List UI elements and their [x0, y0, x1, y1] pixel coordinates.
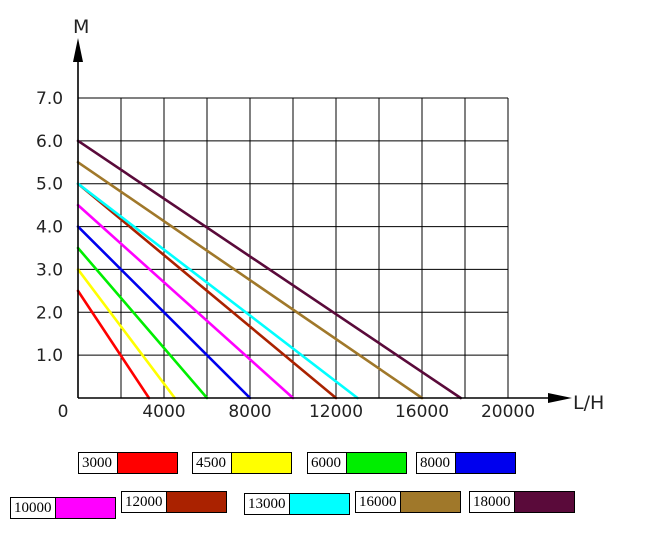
legend-swatch: [347, 452, 407, 474]
y-axis-label: M: [73, 16, 89, 38]
legend-label: 10000: [10, 497, 56, 519]
legend-label: 3000: [78, 452, 118, 474]
legend-item-18000: 18000: [469, 491, 575, 513]
legend-label: 6000: [307, 452, 347, 474]
y-axis-arrow: [73, 38, 83, 62]
tick-labels: 1.0 2.0 3.0 4.0 5.0 6.0 7.0 0 4000 8000 12000 16000…: [36, 89, 535, 422]
series-line-3000: [76, 289, 151, 400]
legend-item-8000: 8000: [416, 452, 516, 474]
y-tick-label: 7.0: [36, 89, 63, 109]
series-lines: [76, 139, 463, 400]
x-tick-label: 8000: [228, 402, 271, 422]
legend-item-10000: 10000: [10, 497, 116, 519]
series-line-13000: [76, 182, 359, 400]
legend-swatch: [514, 491, 575, 513]
series-line-8000: [76, 225, 252, 400]
y-tick-label: 6.0: [36, 132, 63, 152]
legend-label: 13000: [244, 493, 290, 515]
legend-item-6000: 6000: [307, 452, 407, 474]
x-tick-label: 4000: [142, 402, 185, 422]
series-line-16000: [76, 160, 424, 400]
legend-item-16000: 16000: [355, 491, 461, 513]
x-tick-label: 12000: [309, 402, 363, 422]
series-line-4500: [76, 268, 177, 400]
series-line-10000: [76, 203, 295, 400]
x-tick-label: 16000: [395, 402, 449, 422]
y-tick-label: 1.0: [36, 346, 63, 366]
legend-swatch: [166, 491, 227, 513]
y-tick-label: 3.0: [36, 260, 63, 280]
series-line-6000: [76, 246, 209, 400]
y-tick-label: 4.0: [36, 218, 63, 238]
axes: [73, 38, 572, 403]
legend-swatch: [400, 491, 461, 513]
legend-item-3000: 3000: [78, 452, 178, 474]
y-tick-label: 5.0: [36, 175, 63, 195]
legend-label: 4500: [192, 452, 232, 474]
series-line-12000: [76, 182, 338, 400]
x-tick-label: 0: [58, 402, 69, 422]
pump-curve-chart: 1.0 2.0 3.0 4.0 5.0 6.0 7.0 0 4000 8000 12000 16000…: [36, 16, 604, 422]
legend-label: 18000: [469, 491, 515, 513]
legend-swatch: [118, 452, 178, 474]
legend-label: 8000: [416, 452, 456, 474]
legend-item-4500: 4500: [192, 452, 292, 474]
legend-swatch: [456, 452, 516, 474]
y-tick-label: 2.0: [36, 303, 63, 323]
x-tick-label: 20000: [481, 402, 535, 422]
x-axis-label: L/H: [573, 392, 604, 414]
legend-swatch: [232, 452, 292, 474]
legend-swatch: [289, 493, 350, 515]
legend-item-12000: 12000: [121, 491, 227, 513]
series-line-18000: [76, 139, 463, 400]
legend-item-13000: 13000: [244, 493, 350, 515]
grid: [78, 97, 509, 398]
legend-label: 12000: [121, 491, 167, 513]
x-axis-arrow: [548, 393, 572, 403]
legend-label: 16000: [355, 491, 401, 513]
legend-swatch: [55, 497, 116, 519]
